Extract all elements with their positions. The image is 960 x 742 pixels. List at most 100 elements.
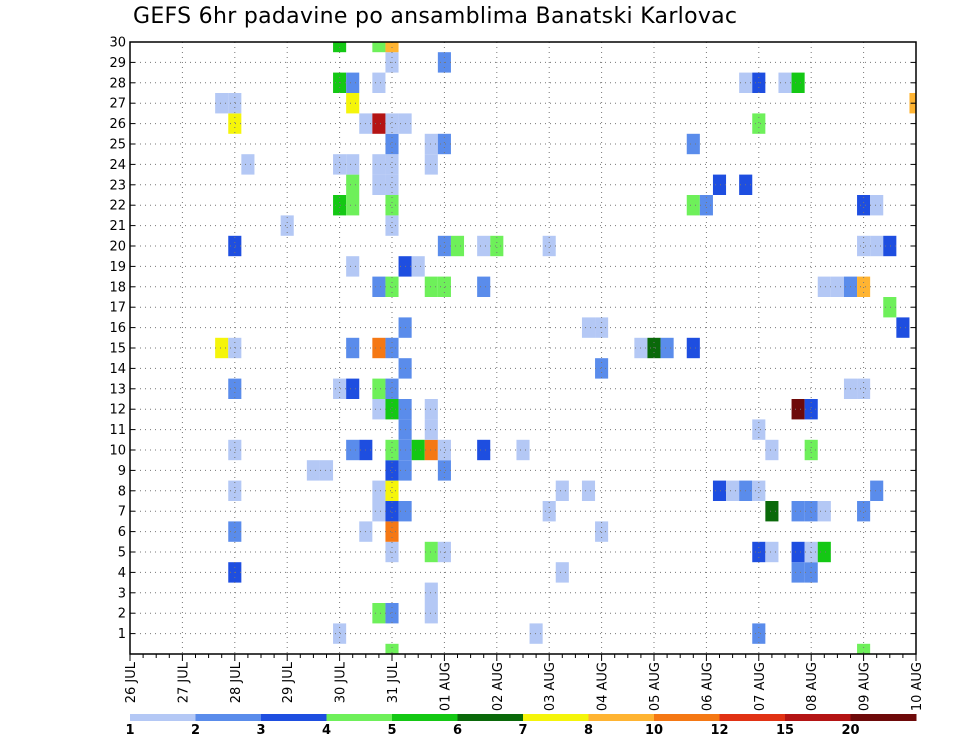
data-cell <box>595 358 609 379</box>
x-tick-label: 30 JUL <box>334 661 349 703</box>
y-tick-label: 4 <box>118 566 126 581</box>
x-tick-label: 26 JUL <box>124 661 139 703</box>
data-cell <box>385 195 399 216</box>
data-cell <box>385 521 399 542</box>
y-tick-label: 9 <box>118 464 126 479</box>
data-cell <box>385 460 399 481</box>
data-cell <box>372 174 386 195</box>
data-cell <box>857 195 871 216</box>
legend-label: 8 <box>584 723 593 738</box>
data-cell <box>857 643 871 654</box>
legend-swatch <box>326 714 393 721</box>
legend-swatch <box>785 714 851 721</box>
data-cell <box>385 480 399 501</box>
data-cell <box>752 113 766 134</box>
data-cell <box>385 603 399 624</box>
data-cell <box>411 256 425 277</box>
data-cell <box>346 195 360 216</box>
data-cell <box>346 174 360 195</box>
x-tick-label: 28 JUL <box>229 661 244 703</box>
data-cell <box>791 399 805 420</box>
y-tick-label: 10 <box>109 444 126 459</box>
data-cell <box>870 235 884 257</box>
data-cell <box>686 337 700 359</box>
data-cell <box>215 337 229 359</box>
data-cell <box>306 460 320 481</box>
data-cell <box>333 378 347 399</box>
color-legend: 1 2 3 4 5 6 7 8 10 12 15 20 <box>125 714 917 738</box>
data-cell <box>228 93 242 114</box>
x-tick-label: 29 JUL <box>281 661 296 703</box>
grid-lines <box>130 42 916 654</box>
data-cell <box>346 378 360 399</box>
y-tick-label: 6 <box>118 525 126 540</box>
data-cell <box>280 215 294 236</box>
data-cell <box>686 133 700 155</box>
legend-swatch <box>588 714 655 721</box>
data-cell <box>385 215 399 236</box>
legend-label: 10 <box>645 723 663 738</box>
data-cell <box>241 154 255 175</box>
y-tick-label: 20 <box>109 240 126 255</box>
data-cell <box>870 480 884 501</box>
y-tick-label: 23 <box>109 178 126 193</box>
y-tick-label: 28 <box>109 76 126 91</box>
x-tick-label: 01 AUG <box>438 662 453 711</box>
data-cell <box>752 419 766 440</box>
data-cell <box>660 337 674 359</box>
y-tick-label: 18 <box>109 280 126 295</box>
data-cell <box>477 235 491 257</box>
data-cell <box>346 256 360 277</box>
y-tick-label: 25 <box>109 138 126 153</box>
x-tick-label: 07 AUG <box>753 662 768 711</box>
y-tick-label: 26 <box>109 117 126 132</box>
x-tick-label: 02 AUG <box>491 662 506 711</box>
legend-swatch <box>457 714 524 721</box>
data-cell <box>791 541 805 563</box>
data-cell <box>857 378 871 399</box>
data-cell <box>437 133 451 155</box>
data-cell <box>857 235 871 257</box>
y-tick-label: 14 <box>109 362 126 377</box>
data-cell <box>424 582 438 603</box>
data-cell <box>595 521 609 542</box>
y-tick-label: 27 <box>109 97 126 112</box>
legend-label: 15 <box>776 723 794 738</box>
y-tick-label: 2 <box>118 607 126 622</box>
legend-swatch <box>261 714 327 721</box>
data-cell <box>791 501 805 522</box>
data-cell <box>385 133 399 155</box>
data-cell <box>424 603 438 624</box>
data-cell <box>817 541 831 563</box>
legend-label: 4 <box>322 723 331 738</box>
data-cell <box>857 276 871 297</box>
data-cell <box>765 541 779 563</box>
data-cell <box>385 378 399 399</box>
data-cell <box>883 297 897 318</box>
y-tick-label: 17 <box>109 301 126 316</box>
data-cell <box>372 42 386 53</box>
x-tick-label: 10 AUG <box>910 662 925 711</box>
y-tick-label: 8 <box>118 484 126 499</box>
data-cell <box>385 439 399 461</box>
data-cell <box>437 235 451 257</box>
data-cell <box>896 317 910 338</box>
data-cell <box>385 501 399 522</box>
data-cell <box>385 276 399 297</box>
data-cell <box>346 154 360 175</box>
data-cell <box>424 276 438 297</box>
legend-label: 12 <box>710 723 728 738</box>
data-cell <box>372 276 386 297</box>
x-tick-label: 31 JUL <box>386 661 401 703</box>
data-cell <box>581 317 596 338</box>
y-tick-label: 11 <box>109 423 126 438</box>
y-tick-label: 1 <box>118 627 126 642</box>
x-tick-label: 06 AUG <box>700 662 715 711</box>
data-cell <box>424 399 438 420</box>
data-cell <box>542 235 556 257</box>
data-cell <box>424 439 438 461</box>
y-tick-label: 12 <box>109 403 126 418</box>
data-cell <box>830 276 844 297</box>
data-cell <box>857 501 871 522</box>
data-cell <box>346 93 360 114</box>
